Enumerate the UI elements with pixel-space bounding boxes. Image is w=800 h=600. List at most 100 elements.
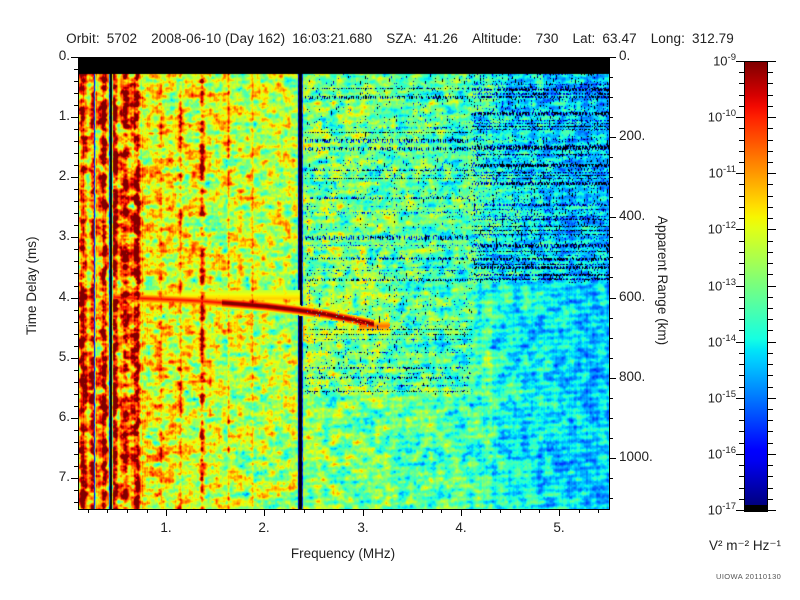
y-axis-minor-tick	[74, 69, 78, 70]
x-axis-minor-tick	[206, 509, 207, 513]
y-axis-right-tick-label: 800.	[619, 369, 646, 384]
colorbar-major-tick-right	[768, 286, 776, 287]
y-axis-right-tick-label: 200.	[619, 128, 646, 143]
colorbar-minor-tick	[768, 364, 773, 365]
y-axis-right-minor-tick	[609, 277, 613, 278]
x-axis-minor-tick	[422, 509, 423, 513]
spectrogram-plot-area	[78, 57, 610, 510]
colorbar-minor-tick	[768, 252, 773, 253]
colorbar-tick-label: 10-10	[707, 108, 736, 125]
colorbar-major-tick-right	[768, 61, 776, 62]
colorbar-major-tick-left	[736, 173, 744, 174]
x-axis-major-tick	[264, 509, 265, 516]
y-axis-left-title: Time Delay (ms)	[24, 235, 39, 335]
colorbar-major-tick-left	[736, 286, 744, 287]
long-value: 312.79	[692, 31, 734, 46]
y-axis-right-tick-label: 1000.	[619, 449, 653, 464]
y-axis-left-tick-label: 3.	[58, 228, 70, 243]
colorbar-minor-tick	[768, 353, 773, 354]
colorbar-tick-label: 10-11	[708, 164, 737, 181]
colorbar-minor-tick	[768, 95, 773, 96]
y-axis-left-tick-label: 7.	[58, 469, 70, 484]
lat-label: Lat:	[572, 31, 596, 46]
colorbar-minor-tick	[739, 162, 744, 163]
sza-label: SZA:	[386, 31, 417, 46]
colorbar-tick-label: 10-14	[707, 333, 736, 350]
colorbar-minor-tick	[739, 488, 744, 489]
y-axis-left-tick-label: 5.	[58, 349, 70, 364]
x-axis-minor-tick	[186, 509, 187, 513]
colorbar-minor-tick	[768, 162, 773, 163]
x-axis-minor-tick	[343, 509, 344, 513]
x-axis-minor-tick	[382, 509, 383, 513]
colorbar-minor-tick	[739, 106, 744, 107]
y-axis-minor-tick	[74, 189, 78, 190]
colorbar-minor-tick	[768, 465, 773, 466]
colorbar-major-tick-right	[768, 342, 776, 343]
x-axis-minor-tick	[480, 509, 481, 513]
y-axis-right-minor-tick	[609, 77, 613, 78]
y-axis-right-tick-label: 0.	[619, 48, 631, 63]
x-axis-minor-tick	[323, 509, 324, 513]
y-axis-right-minor-tick	[609, 418, 613, 419]
colorbar-minor-tick	[739, 364, 744, 365]
colorbar-major-tick-left	[736, 61, 744, 62]
colorbar-underflow-swatch	[745, 505, 767, 511]
colorbar-minor-tick	[768, 443, 773, 444]
colorbar-minor-tick	[768, 499, 773, 500]
y-axis-minor-tick	[74, 213, 78, 214]
colorbar-minor-tick	[739, 207, 744, 208]
colorbar-minor-tick	[739, 196, 744, 197]
colorbar-major-tick-left	[736, 117, 744, 118]
colorbar-minor-tick	[739, 218, 744, 219]
colorbar-tick-label: 10-17	[707, 501, 736, 518]
colorbar-minor-tick	[739, 330, 744, 331]
altitude-label: Altitude:	[471, 31, 522, 46]
colorbar-minor-tick	[768, 420, 773, 421]
y-axis-right-minor-tick	[609, 478, 613, 479]
x-axis-title: Frequency (MHz)	[290, 546, 396, 561]
colorbar-minor-tick	[768, 308, 773, 309]
colorbar-minor-tick	[768, 375, 773, 376]
y-axis-right-minor-tick	[609, 157, 613, 158]
x-axis-major-tick	[363, 509, 364, 516]
x-axis-tick-label: 2.	[258, 520, 270, 535]
x-axis-minor-tick	[147, 509, 148, 513]
y-axis-minor-tick	[74, 129, 78, 130]
y-axis-right-minor-tick	[609, 338, 613, 339]
x-axis-minor-tick	[520, 509, 521, 513]
colorbar-minor-tick	[768, 297, 773, 298]
x-axis-minor-tick	[539, 509, 540, 513]
colorbar-minor-tick	[768, 263, 773, 264]
colorbar-minor-tick	[739, 263, 744, 264]
y-axis-right-minor-tick	[609, 318, 613, 319]
x-axis-minor-tick	[579, 509, 580, 513]
colorbar-tick-label: 10-9	[713, 52, 736, 69]
y-axis-minor-tick	[74, 502, 78, 503]
y-axis-minor-tick	[74, 334, 78, 335]
y-axis-minor-tick	[74, 346, 78, 347]
colorbar-minor-tick	[739, 252, 744, 253]
colorbar-tick-label: 10-16	[707, 445, 736, 462]
colorbar-minor-tick	[739, 151, 744, 152]
lat-value: 63.47	[602, 31, 637, 46]
y-axis-minor-tick	[74, 225, 78, 226]
y-axis-left-tick-label: 6.	[58, 409, 70, 424]
colorbar-minor-tick	[768, 241, 773, 242]
y-axis-right-minor-tick	[609, 398, 613, 399]
colorbar-minor-tick	[739, 353, 744, 354]
y-axis-right-minor-tick	[609, 97, 613, 98]
colorbar-major-tick-left	[736, 510, 744, 511]
sza-value: 41.26	[423, 31, 458, 46]
colorbar-minor-tick	[739, 319, 744, 320]
colorbar-minor-tick	[739, 308, 744, 309]
y-axis-minor-tick	[74, 406, 78, 407]
y-axis-right-minor-tick	[609, 438, 613, 439]
orbit-label: Orbit:	[66, 31, 100, 46]
y-axis-left-tick-label: 0.	[58, 48, 70, 63]
y-axis-minor-tick	[74, 93, 78, 94]
colorbar-major-tick-right	[768, 229, 776, 230]
colorbar-minor-tick	[739, 83, 744, 84]
colorbar-minor-tick	[768, 196, 773, 197]
